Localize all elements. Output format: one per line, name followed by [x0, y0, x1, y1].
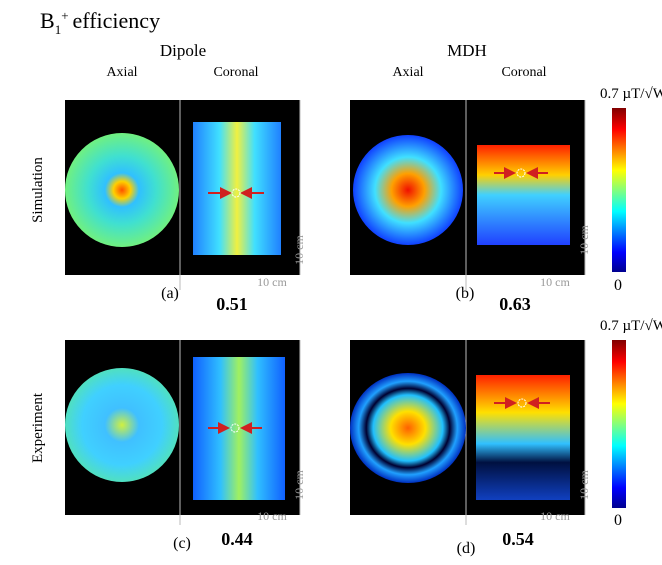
figure-svg: B1+efficiency Dipole Axial Coronal MDH A…: [0, 0, 662, 565]
axial-map: [65, 133, 179, 247]
scale-label: 10 cm: [292, 470, 306, 500]
scale-label: 10 cm: [577, 225, 591, 255]
panel-label: (c): [173, 535, 191, 552]
panel: 10 cm 10 cm (d) 0.54: [350, 340, 591, 557]
view-label: Coronal: [501, 65, 546, 80]
panel: 10 cm 10 cm (b) 0.63: [350, 100, 591, 314]
panel-label: (a): [161, 285, 179, 302]
colorbar-max: 0.7 µT/√W: [600, 86, 662, 102]
colorbar-max: 0.7 µT/√W: [600, 318, 662, 334]
colorbar: 0.7 µT/√W 0: [600, 318, 662, 529]
colorbar: 0.7 µT/√W 0: [600, 86, 662, 294]
figure: B1+efficiency Dipole Axial Coronal MDH A…: [0, 0, 662, 565]
column-title: MDH: [447, 41, 487, 60]
scale-label: 10 cm: [257, 275, 287, 289]
colorbar-scale: [612, 108, 626, 272]
axial-map: [353, 135, 463, 245]
row-label: Experiment: [30, 392, 46, 463]
scale-label: 10 cm: [540, 509, 570, 523]
panel-value: 0.44: [221, 529, 253, 549]
coronal-map: [476, 375, 570, 500]
panel-value: 0.54: [502, 529, 534, 549]
panel-value: 0.63: [499, 294, 531, 314]
coronal-map: [193, 122, 281, 255]
colorbar-min: 0: [614, 512, 622, 529]
scale-label: 10 cm: [292, 235, 306, 265]
row-label: Simulation: [30, 157, 46, 223]
view-label: Axial: [392, 65, 423, 80]
panel: 10 cm 10 cm (c) 0.44: [65, 340, 306, 552]
axial-map: [65, 368, 179, 482]
view-label: Axial: [106, 65, 137, 80]
panel: 10 cm 10 cm (a) 0.51: [65, 100, 306, 314]
panel-value: 0.51: [216, 294, 248, 314]
colorbar-scale: [612, 340, 626, 508]
scale-label: 10 cm: [577, 470, 591, 500]
view-label: Coronal: [213, 65, 258, 80]
panel-label: (b): [456, 285, 475, 302]
colorbar-min: 0: [614, 277, 622, 294]
title: B1+efficiency: [40, 8, 160, 37]
scale-label: 10 cm: [257, 509, 287, 523]
coronal-map: [477, 145, 570, 245]
panel-label: (d): [457, 540, 476, 557]
axial-map: [350, 373, 466, 483]
column-title: Dipole: [160, 41, 206, 60]
scale-label: 10 cm: [540, 275, 570, 289]
